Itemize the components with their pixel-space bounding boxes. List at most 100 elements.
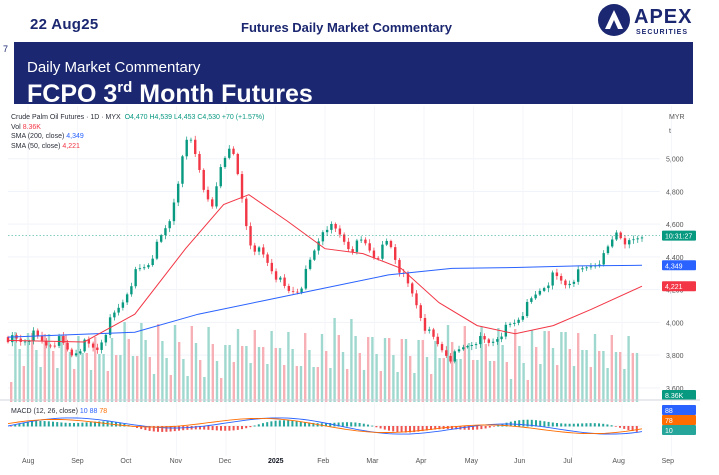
- candle-body: [117, 307, 120, 313]
- volume-bar: [455, 359, 458, 402]
- volume-bar: [10, 382, 13, 402]
- candle-body: [611, 239, 614, 247]
- info-sma200-value: 4,349: [66, 133, 84, 140]
- currency-label: MYR: [669, 114, 685, 121]
- volume-bar: [136, 356, 139, 402]
- candle-body: [317, 241, 320, 251]
- volume-bar: [392, 355, 395, 402]
- candle-body: [483, 335, 486, 340]
- macd-histogram-bar: [102, 421, 105, 427]
- volume-bar: [39, 367, 42, 402]
- macd-histogram-bar: [438, 426, 441, 430]
- volume-bar: [514, 329, 517, 402]
- volume-bar: [589, 367, 592, 402]
- candle-body: [206, 189, 210, 200]
- macd-histogram-bar: [362, 423, 365, 427]
- macd-histogram-bar: [304, 422, 306, 427]
- macd-histogram-bar: [43, 421, 46, 427]
- candle-body: [266, 254, 269, 263]
- candle-body: [525, 301, 529, 317]
- macd-histogram-bar: [266, 422, 269, 427]
- volume-bar: [119, 355, 122, 402]
- macd-histogram-bar: [602, 423, 605, 427]
- macd-histogram-bar: [329, 423, 332, 427]
- macd-tag-1-bg: [662, 405, 696, 415]
- volume-bar: [610, 335, 613, 402]
- volume-bar: [329, 368, 332, 402]
- candle-body: [211, 199, 214, 207]
- logo-name: APEX: [634, 6, 693, 28]
- volume-bar: [476, 360, 479, 402]
- candle-body: [500, 336, 503, 340]
- candle-body: [232, 148, 235, 154]
- macd-histogram-bar: [241, 426, 243, 430]
- volume-bar: [262, 347, 265, 402]
- volume-bar: [127, 339, 130, 402]
- volume-bar: [404, 339, 408, 402]
- macd-histogram-bar: [98, 421, 101, 427]
- volume-bar: [358, 353, 361, 402]
- banner-subtitle: Daily Market Commentary: [27, 59, 201, 76]
- candle-body: [287, 285, 291, 291]
- macd-histogram-bar: [85, 422, 88, 427]
- y-tick-label: 4,600: [666, 222, 684, 229]
- macd-histogram-bar: [232, 426, 235, 431]
- banner-title-b: Month Futures: [132, 80, 313, 108]
- candle-body: [164, 228, 167, 236]
- candle-body: [296, 291, 299, 293]
- volume-bar: [182, 359, 185, 402]
- macd-histogram-bar: [211, 426, 214, 431]
- candle-body: [504, 324, 508, 337]
- candle-body: [194, 139, 197, 155]
- y-tick-label: 4,000: [666, 320, 684, 327]
- macd-histogram-bar: [94, 421, 96, 427]
- volume-bar: [593, 334, 597, 402]
- macd-histogram-bar: [337, 422, 340, 427]
- macd-histogram-bar: [606, 424, 609, 427]
- macd-histogram-bar: [257, 424, 260, 427]
- volume-bar: [635, 353, 639, 402]
- macd-histogram-bar: [52, 421, 54, 427]
- x-tick-label: Sep: [662, 458, 675, 465]
- macd-histogram-bar: [514, 420, 516, 427]
- volume-bar: [236, 329, 240, 402]
- macd-histogram-bar: [614, 426, 617, 427]
- info-macd-v3: 78: [99, 408, 108, 415]
- volume-bar: [459, 359, 462, 402]
- info-symbol: Crude Palm Oil Futures · 1D · MYX: [11, 114, 121, 121]
- info-symbol-line: Crude Palm Oil Futures · 1D · MYX O4,470…: [11, 114, 264, 121]
- volume-bar: [530, 330, 534, 402]
- volume-bar: [64, 335, 67, 402]
- candle-body: [36, 330, 39, 336]
- x-tick-label: Jul: [563, 458, 572, 465]
- volume-bar: [463, 326, 466, 402]
- chart-canvas: 5,0004,8004,6004,4004,2004,0003,8003,600…: [0, 106, 700, 465]
- macd-histogram-bar: [619, 426, 621, 428]
- candle-body: [134, 269, 137, 287]
- x-tick-label: Feb: [317, 458, 329, 465]
- macd-histogram-bar: [56, 422, 59, 427]
- axis-t-label: t: [669, 128, 671, 135]
- candle-body: [159, 235, 163, 242]
- volume-bar: [556, 365, 559, 402]
- candle-body: [49, 345, 52, 347]
- macd-histogram-bar: [278, 420, 281, 427]
- macd-histogram-bar: [245, 426, 248, 429]
- candle-body: [70, 349, 74, 356]
- volume-bar: [140, 323, 143, 402]
- x-tick-label: May: [465, 458, 479, 465]
- macd-histogram-bar: [627, 426, 630, 431]
- candle-body: [466, 346, 469, 348]
- candle-body: [432, 329, 435, 337]
- volume-bar: [257, 347, 261, 402]
- volume-bar: [220, 378, 223, 402]
- volume-bar: [425, 357, 429, 402]
- macd-histogram-bar: [354, 422, 357, 427]
- x-tick-label: Dec: [219, 458, 232, 465]
- volume-bar: [518, 346, 521, 402]
- banner-title-sup: rd: [117, 79, 133, 96]
- candle-body: [236, 153, 239, 175]
- candle-body: [623, 238, 627, 245]
- price-chart[interactable]: 5,0004,8004,6004,4004,2004,0003,8003,600…: [0, 106, 719, 475]
- candle-body: [155, 241, 159, 259]
